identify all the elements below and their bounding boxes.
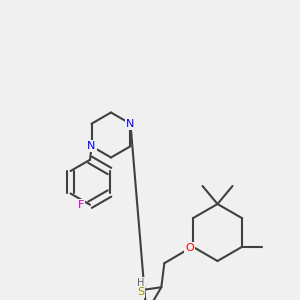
Text: H: H [136,278,144,288]
Text: O: O [185,243,194,253]
Text: N: N [87,141,96,151]
Text: N: N [126,119,135,129]
Text: S: S [137,287,144,297]
Text: F: F [78,200,84,210]
